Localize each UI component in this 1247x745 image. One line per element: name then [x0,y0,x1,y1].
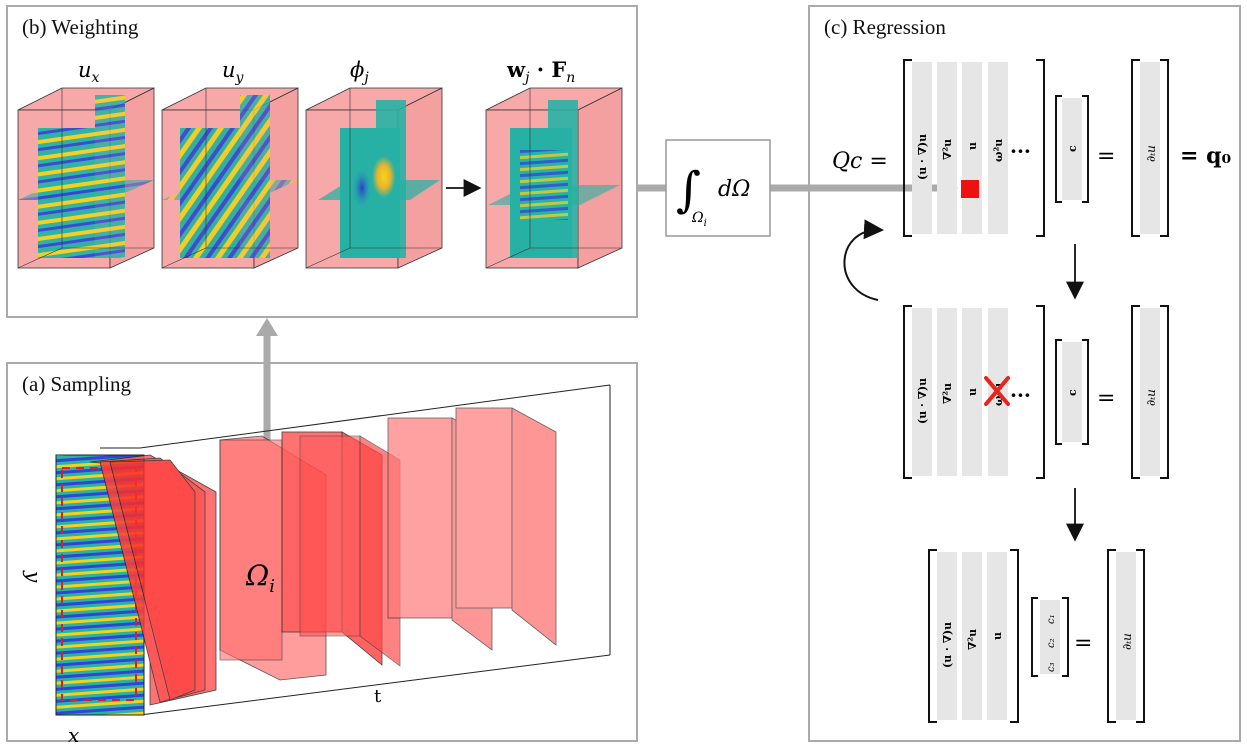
coef-c1: c₁ [1046,614,1057,624]
label-phi: ϕj [350,58,369,86]
regression-row-1: Qc = (u · ∇)u ∇²u u ω²u ··· c = ∂ₜu = q₀ [832,59,1231,237]
integral-measure: dΩ [718,177,750,202]
regression-row-2: (u · ∇)u ∇²u u ω²u ··· c = ∂ₜu [903,305,1169,479]
coef-c-1: c [1066,145,1079,152]
term-laplacian: ∇²u [941,139,954,160]
field-labels: ux uy ϕj wj · Fn [78,57,575,86]
t-axis-label: t [374,686,382,707]
cube-ux [17,87,155,269]
term-omega: ω²u [992,139,1005,162]
term-advection-3: (u · ∇)u [941,622,954,668]
sampling-title: (a) Sampling [22,372,132,396]
regression-title: (c) Regression [824,15,946,39]
cube-phi [305,87,443,269]
ellipsis-1: ··· [1010,139,1031,163]
regression-row-3: (u · ∇)u ∇²u u c₁ c₂ c₃ = ∂ₜu [928,549,1145,723]
cube-uy [161,87,299,269]
rhs-dt-u-1: ∂ₜu [1144,145,1158,162]
omega-i-label: Ωi [245,559,275,597]
integral-domain: Ωi [691,210,707,229]
coef-c2: c₂ [1046,638,1057,648]
loop-arrow [843,219,884,301]
label-ux: ux [78,58,100,86]
term-u-3: u [991,632,1004,640]
cross-out-mark [984,376,1010,406]
term-u: u [966,142,979,150]
sampling-volume: Ωi y x t [22,384,611,745]
ellipsis-2: ··· [1010,383,1031,407]
label-uy: uy [222,58,245,86]
rhs-dt-u-3: ∂ₜu [1120,633,1134,650]
x-axis-label: x [68,723,79,745]
highlight-cell [961,180,979,198]
equals-3: = [1074,631,1092,656]
equals-1: = [1097,144,1115,169]
term-laplacian-3: ∇²u [966,629,979,650]
y-axis-label: y [22,570,46,583]
term-u-2: u [966,388,979,396]
coef-c3: c₃ [1046,662,1057,672]
coef-c-2: c [1066,389,1079,396]
integral-box: ∫ Ωi dΩ [665,139,771,237]
cube-wF [485,87,623,269]
weighting-title: (b) Weighting [22,15,139,39]
integral-sign: ∫ [676,162,701,218]
equals-2: = [1097,386,1115,411]
rhs-dt-u-2: ∂ₜu [1144,389,1158,406]
eq1-lhs: Qc = [832,149,888,174]
term-advection-2: (u · ∇)u [916,378,929,424]
term-advection: (u · ∇)u [916,134,929,180]
q0-label: = q₀ [1180,143,1231,169]
term-laplacian-2: ∇²u [941,383,954,404]
label-wF: wj · Fn [506,57,575,86]
